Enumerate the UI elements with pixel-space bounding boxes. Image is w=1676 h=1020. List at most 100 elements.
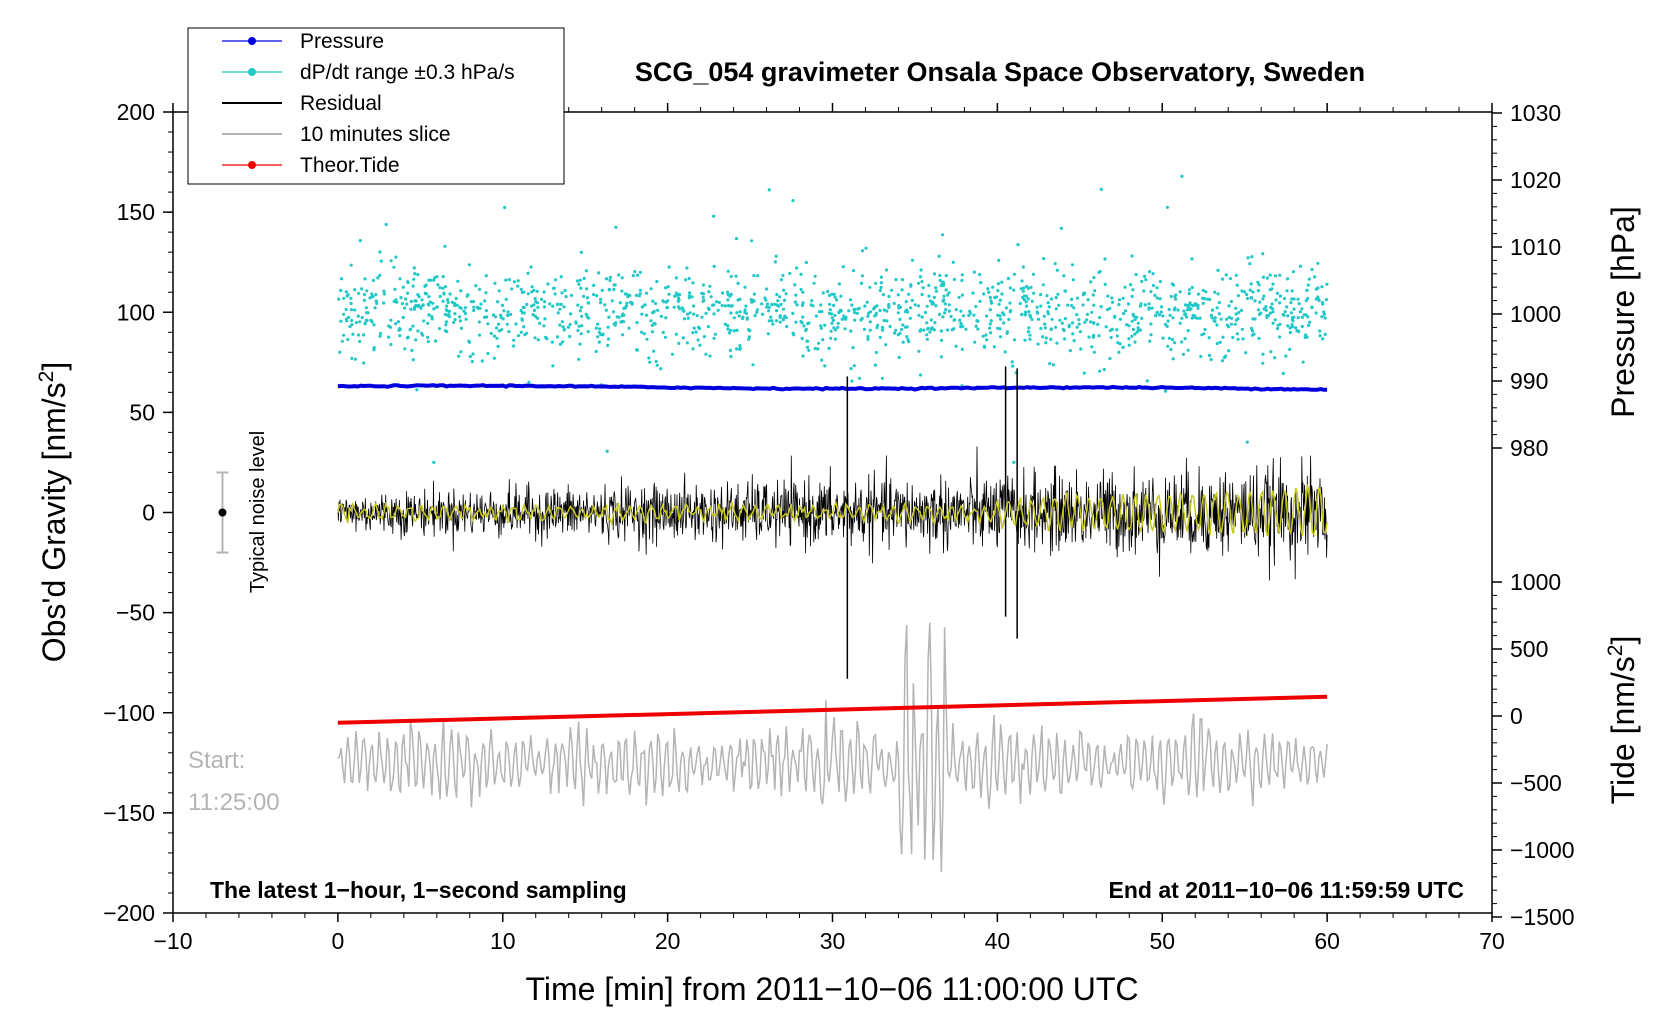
dpdt-point: [597, 271, 601, 275]
dpdt-point: [533, 297, 537, 301]
dpdt-point: [1070, 304, 1074, 308]
dpdt-point: [728, 348, 733, 352]
dpdt-point: [857, 376, 862, 380]
dpdt-point: [555, 335, 560, 339]
dpdt-point: [342, 312, 346, 316]
dpdt-point: [1102, 367, 1106, 372]
dpdt-point: [910, 258, 915, 262]
dpdt-point: [372, 348, 376, 352]
dpdt-point: [1209, 313, 1213, 317]
dpdt-point: [820, 309, 824, 314]
dpdt-point: [1070, 263, 1075, 267]
dpdt-point: [378, 334, 382, 338]
dpdt-point: [998, 335, 1003, 339]
dpdt-point: [1002, 313, 1006, 317]
dpdt-point: [477, 320, 481, 324]
dpdt-point: [1151, 283, 1156, 288]
dpdt-point: [405, 302, 409, 306]
dpdt-point: [1191, 313, 1195, 317]
dpdt-point: [497, 329, 501, 333]
legend-items: Pressure dP/dt range ±0.3 hPa/s Residual 10…: [222, 30, 515, 177]
dpdt-point: [477, 333, 482, 337]
dpdt-point: [1004, 306, 1009, 310]
dpdt-point: [531, 313, 535, 317]
dpdt-point: [1196, 306, 1200, 310]
dpdt-point: [1072, 339, 1076, 343]
dpdt-point: [662, 300, 666, 304]
dpdt-point: [978, 299, 982, 303]
dpdt-point: [427, 295, 431, 299]
dpdt-point: [534, 300, 538, 304]
dpdt-point: [640, 330, 644, 334]
dpdt-point: [649, 319, 653, 323]
dpdt-point: [522, 305, 526, 310]
dpdt-point: [362, 298, 367, 302]
dpdt-point: [443, 312, 447, 317]
dpdt-point: [661, 330, 665, 335]
dpdt-point: [1090, 310, 1094, 314]
dpdt-point: [561, 340, 565, 344]
dpdt-point: [1273, 274, 1277, 278]
dpdt-point: [507, 330, 511, 334]
dpdt-point: [996, 282, 1001, 286]
dpdt-point: [654, 359, 658, 364]
dpdt-point: [874, 350, 879, 355]
dpdt-point: [486, 351, 490, 356]
dpdt-point: [1224, 317, 1229, 321]
dpdt-point: [1010, 360, 1014, 364]
dpdt-point: [876, 323, 880, 327]
dpdt-point: [691, 331, 695, 335]
dpdt-point: [1225, 323, 1229, 327]
dpdt-point: [930, 302, 934, 306]
dpdt-point: [926, 327, 930, 331]
legend-label: 10 minutes slice: [300, 123, 451, 146]
dpdt-point: [927, 283, 931, 287]
dpdt-point: [1026, 297, 1030, 301]
dpdt-point: [494, 315, 498, 319]
dpdt-point: [1130, 319, 1134, 323]
dpdt-point: [446, 300, 450, 304]
dpdt-point: [1026, 286, 1030, 290]
dpdt-point: [950, 328, 954, 332]
dpdt-point: [1043, 326, 1047, 330]
dpdt-point: [422, 319, 426, 323]
dpdt-point: [1320, 285, 1324, 289]
dpdt-point: [1117, 298, 1122, 302]
dpdt-point: [1261, 252, 1265, 256]
dpdt-point: [992, 345, 997, 349]
dpdt-point: [525, 302, 529, 306]
pressure-tick-label: 990: [1510, 368, 1548, 394]
pressure-tick-label: 1020: [1510, 167, 1561, 193]
dpdt-point: [1019, 287, 1023, 291]
dpdt-point: [526, 292, 530, 296]
dpdt-point: [909, 283, 913, 287]
dpdt-point: [506, 313, 510, 318]
y-axis-title-pressure: Pressure [hPa]: [1605, 206, 1641, 418]
dpdt-point: [927, 294, 931, 298]
dpdt-point: [1283, 310, 1287, 314]
dpdt-point: [1121, 296, 1125, 300]
dpdt-point: [1006, 276, 1011, 281]
dpdt-point: [516, 279, 520, 283]
dpdt-point: [988, 322, 992, 326]
dpdt-point: [704, 311, 708, 315]
dpdt-point: [480, 359, 484, 363]
dpdt-point: [337, 297, 341, 301]
dpdt-point: [472, 308, 476, 313]
dpdt-point: [530, 290, 534, 294]
dpdt-point: [394, 322, 398, 326]
dpdt-point: [959, 325, 963, 329]
dpdt-point: [1185, 315, 1189, 319]
dpdt-point: [904, 300, 908, 304]
dpdt-point: [349, 301, 353, 306]
dpdt-point: [988, 308, 992, 312]
dpdt-point: [1054, 307, 1058, 311]
dpdt-point: [1079, 347, 1083, 351]
dpdt-point: [1070, 297, 1074, 301]
dpdt-point: [1148, 339, 1152, 343]
dpdt-point: [507, 278, 511, 282]
dpdt-point: [688, 311, 692, 315]
dpdt-point: [1023, 338, 1027, 342]
dpdt-point: [1234, 312, 1238, 316]
dpdt-point: [853, 311, 857, 315]
